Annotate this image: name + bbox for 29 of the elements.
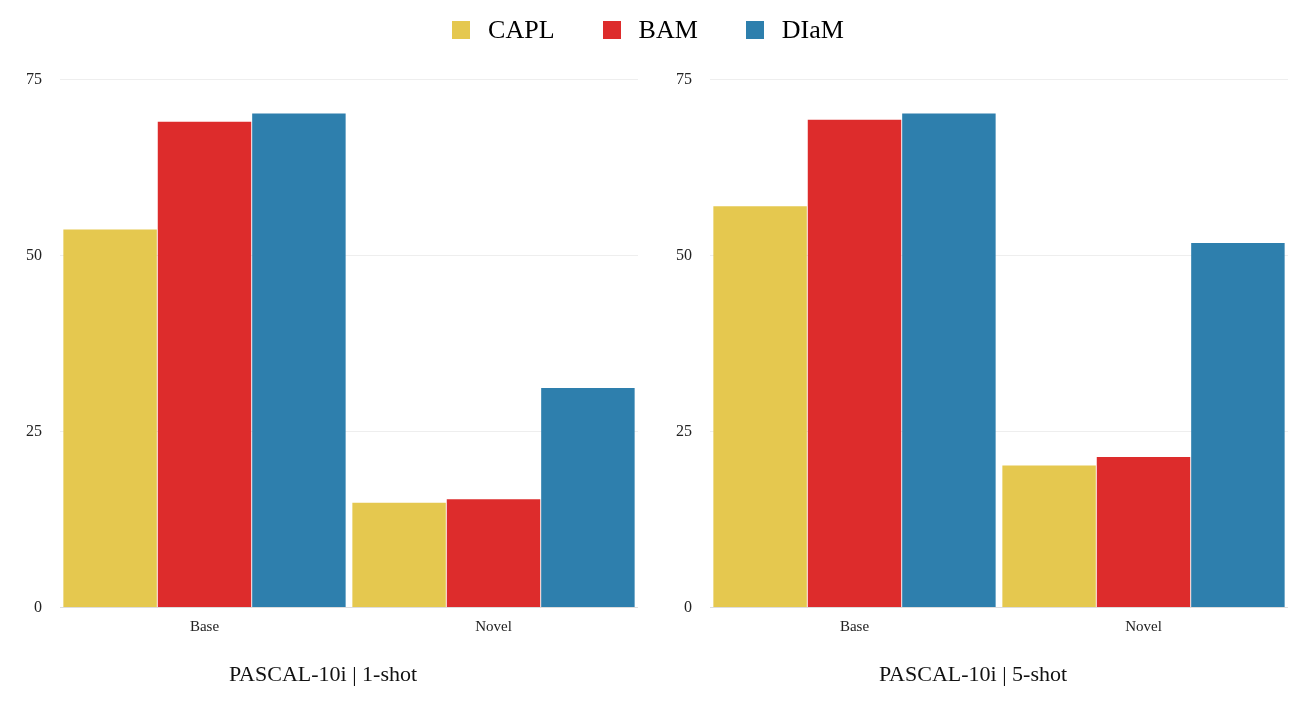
bar <box>352 502 446 608</box>
legend-label: CAPL <box>488 15 555 45</box>
y-tick-label: 25 <box>26 421 42 439</box>
text: PASCAL-10i | 5-shot <box>878 660 1068 686</box>
y-tick-label: 0 <box>34 597 42 615</box>
y-tick-label: 0 <box>684 597 692 615</box>
bar <box>902 113 996 608</box>
y-tick-label: 50 <box>26 245 42 263</box>
y-tick-label: 75 <box>676 69 692 87</box>
x-tick-label: Novel <box>475 617 512 634</box>
x-tick-label: Base <box>189 617 220 634</box>
x-tick-label: Base <box>839 617 870 634</box>
bar <box>713 206 807 608</box>
bar <box>252 113 346 608</box>
bar <box>1002 465 1096 608</box>
x-tick-label: Novel <box>1125 617 1162 634</box>
legend-label: DIaM <box>781 15 844 45</box>
bar <box>63 229 157 608</box>
bar <box>541 387 635 608</box>
legend-label: BAM <box>638 15 698 45</box>
text: PASCAL-10i | 1-shot <box>228 660 418 686</box>
y-tick-label: 75 <box>26 69 42 87</box>
bar <box>1096 456 1191 608</box>
y-tick-label: 25 <box>676 421 692 439</box>
bar <box>157 121 252 608</box>
bar <box>807 119 902 608</box>
y-tick-label: 50 <box>676 245 692 263</box>
bar <box>1191 242 1285 608</box>
bar <box>446 499 541 608</box>
